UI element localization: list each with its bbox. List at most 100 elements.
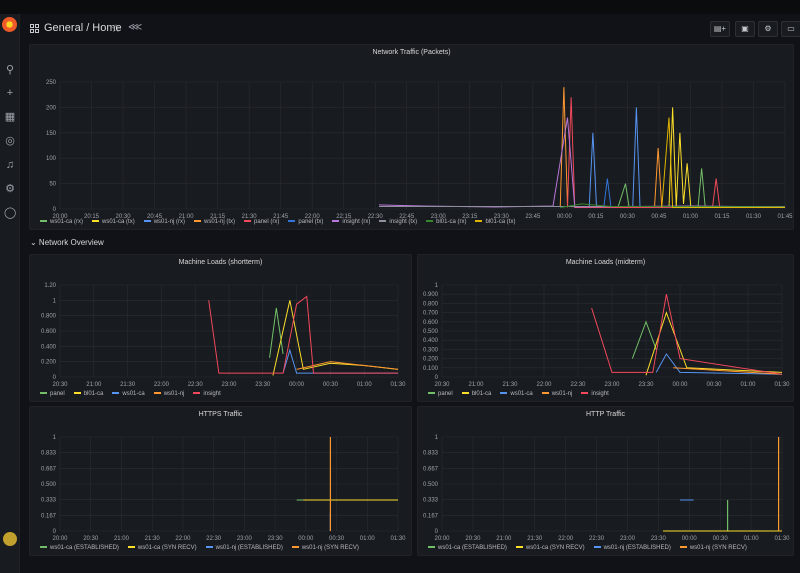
- panel-machine-loads-short[interactable]: Machine Loads (shortterm) 0 0.200 0.400 0.6…: [29, 254, 412, 402]
- tv-icon[interactable]: ▭: [781, 21, 800, 37]
- x-tick-label: 22:45: [399, 214, 415, 220]
- legend: ws01-ca (rx) ws01-ca (tx) ws01-nj (rx) ws01…: [40, 219, 524, 225]
- network-traffic-chart: 0 50 100 150 200 250 20:00 20:15 20:30 20:45 21:00…: [46, 80, 793, 220]
- legend-swatch: [426, 220, 434, 223]
- legend-item[interactable]: ws01-nj (ESTABLISHED): [205, 545, 283, 551]
- y-tick-label: 0.800: [41, 314, 57, 320]
- panel-http-traffic[interactable]: HTTP Traffic 0 0.167 0.333 0.500 0.667 0.833 1…: [417, 406, 794, 556]
- legend-item[interactable]: ws01-nj (SYN RECV): [679, 545, 747, 551]
- legend-item[interactable]: bl01-ca (rx): [426, 219, 466, 225]
- http-chart: 0 0.167 0.333 0.500 0.667 0.833 1 20:00 20:30 21:…: [423, 435, 790, 542]
- explore-icon[interactable]: ◎: [5, 135, 15, 147]
- panel-network-traffic[interactable]: Network Traffic (Packets) 0 50 100 150 200 25…: [29, 44, 794, 230]
- legend-item[interactable]: ws01-ca (SYN RECV): [127, 545, 197, 551]
- legend-label: bl01-ca: [83, 391, 104, 397]
- legend-item[interactable]: ws01-nj (SYN RECV): [291, 545, 359, 551]
- add-panel-icon[interactable]: ▤+: [710, 21, 730, 37]
- y-tick-label: 0.200: [41, 360, 57, 366]
- breadcrumb[interactable]: General / Home: [44, 22, 122, 34]
- plus-icon[interactable]: +: [6, 87, 14, 99]
- legend: ws01-ca (ESTABLISHED) ws01-ca (SYN RECV) w…: [428, 545, 756, 551]
- legend-item[interactable]: panel: [428, 391, 453, 397]
- x-tick-label: 20:30: [52, 382, 68, 388]
- legend-label: ws01-nj (rx): [153, 219, 186, 225]
- legend-label: insight: [203, 391, 221, 397]
- legend-label: panel (tx): [298, 219, 324, 225]
- y-tick-label: 0: [435, 529, 439, 535]
- legend-item[interactable]: bl01-ca (tx): [475, 219, 515, 225]
- x-tick-label: 01:00: [357, 382, 373, 388]
- x-tick-label: 23:30: [494, 214, 510, 220]
- user-avatar[interactable]: [3, 532, 17, 546]
- legend-item[interactable]: ws01-nj: [153, 391, 184, 397]
- legend-item[interactable]: ws01-nj: [541, 391, 572, 397]
- series-line: [668, 107, 692, 208]
- y-tick-label: 0.167: [423, 513, 439, 519]
- legend-label: ws01-ca (tx): [102, 219, 135, 225]
- x-tick-label: 21:00: [114, 536, 130, 542]
- gear-icon[interactable]: ⚙: [5, 183, 15, 195]
- legend-item[interactable]: ws01-ca: [500, 391, 533, 397]
- star-icon[interactable]: ☆: [111, 23, 121, 35]
- x-tick-label: 21:45: [273, 214, 289, 220]
- grafana-logo-icon[interactable]: [2, 17, 17, 32]
- dashboard-header: General / Home ☆ ⋘ ▤+ ▣ ⚙ ▭: [20, 14, 800, 46]
- legend-swatch: [291, 546, 299, 549]
- panel-title: HTTP Traffic: [585, 411, 626, 418]
- x-tick-label: 22:00: [175, 536, 191, 542]
- panel-title: Machine Loads (midterm): [565, 259, 646, 266]
- x-tick-label: 00:45: [651, 214, 667, 220]
- legend-item[interactable]: panel: [40, 391, 65, 397]
- panel-machine-loads-mid[interactable]: Machine Loads (midterm) 0 0.100 0.200 0.300…: [417, 254, 794, 402]
- settings-icon[interactable]: ⚙: [758, 21, 778, 37]
- legend-label: bl01-ca (rx): [436, 219, 467, 225]
- y-tick-label: 0.333: [41, 498, 57, 504]
- y-tick-label: 0.667: [41, 466, 57, 472]
- row-network-overview[interactable]: ⌄ Network Overview: [30, 238, 104, 247]
- legend-label: ws01-nj (SYN RECV): [689, 545, 747, 551]
- legend-item[interactable]: bl01-ca: [73, 391, 104, 397]
- legend-item[interactable]: insight (rx): [332, 219, 370, 225]
- https-chart: 0 0.167 0.333 0.500 0.667 0.833 1 20:00 20:30 21:…: [41, 435, 406, 542]
- panel-https-traffic[interactable]: HTTPS Traffic 0 0.167 0.333 0.500 0.667 0.833…: [29, 406, 412, 556]
- legend-item[interactable]: ws01-nj (ESTABLISHED): [593, 545, 671, 551]
- search-icon[interactable]: ⚲: [5, 64, 15, 76]
- series-line: [559, 87, 663, 208]
- x-tick-label: 21:00: [86, 382, 102, 388]
- x-tick-label: 20:15: [84, 214, 100, 220]
- legend-item[interactable]: insight (tx): [379, 219, 417, 225]
- bell-icon[interactable]: ♫: [5, 159, 15, 171]
- x-tick-label: 20:00: [434, 536, 450, 542]
- legend-swatch: [428, 546, 435, 549]
- x-tick-label: 22:30: [589, 536, 605, 542]
- shield-icon[interactable]: ◯: [4, 207, 17, 219]
- x-tick-label: 23:30: [638, 382, 654, 388]
- legend-item[interactable]: ws01-ca: [112, 391, 145, 397]
- panel-title: Machine Loads (shortterm): [178, 259, 263, 266]
- legend-item[interactable]: ws01-nj (rx): [143, 219, 186, 225]
- y-tick-label: 0.200: [423, 357, 439, 363]
- x-tick-label: 21:30: [120, 382, 136, 388]
- series-line: [208, 295, 398, 374]
- legend-item[interactable]: ws01-ca (ESTABLISHED): [40, 545, 119, 551]
- dashboards-icon[interactable]: ▦: [4, 111, 16, 123]
- share-icon[interactable]: ⋘: [128, 22, 143, 33]
- legend-item[interactable]: insight: [193, 391, 221, 397]
- y-tick-label: 0.900: [423, 292, 439, 298]
- legend-item[interactable]: ws01-ca (rx): [40, 219, 83, 225]
- save-icon[interactable]: ▣: [735, 21, 755, 37]
- legend-item[interactable]: panel (tx): [288, 219, 323, 225]
- legend-item[interactable]: ws01-nj (tx): [194, 219, 235, 225]
- legend-item[interactable]: ws01-ca (ESTABLISHED): [428, 545, 507, 551]
- legend-swatch: [428, 392, 435, 395]
- legend-label: ws01-nj (SYN RECV): [301, 545, 359, 551]
- legend-item[interactable]: bl01-ca: [461, 391, 491, 397]
- legend-item[interactable]: panel (rx): [244, 219, 279, 225]
- series-line: [591, 294, 783, 375]
- legend-item[interactable]: insight: [581, 391, 609, 397]
- x-tick-label: 00:30: [706, 382, 722, 388]
- legend-item[interactable]: ws01-ca (SYN RECV): [515, 545, 585, 551]
- legend-item[interactable]: ws01-ca (tx): [92, 219, 135, 225]
- legend-swatch: [475, 220, 483, 223]
- x-tick-label: 22:30: [368, 214, 384, 220]
